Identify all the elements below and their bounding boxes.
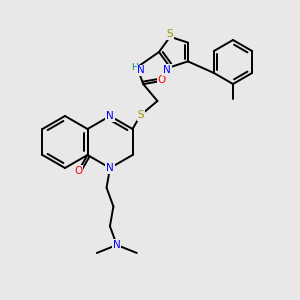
Text: N: N [137,65,145,75]
Text: N: N [113,240,121,250]
Text: O: O [158,75,166,85]
Text: H: H [131,63,137,72]
Text: S: S [137,110,144,120]
Text: N: N [106,163,114,173]
Text: N: N [106,111,114,121]
Text: O: O [74,166,83,176]
Text: S: S [167,29,173,39]
Text: N: N [163,65,171,75]
